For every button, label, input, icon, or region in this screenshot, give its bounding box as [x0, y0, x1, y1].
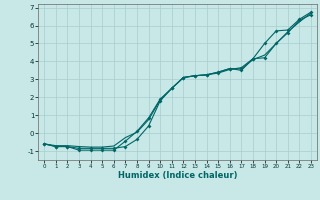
- X-axis label: Humidex (Indice chaleur): Humidex (Indice chaleur): [118, 171, 237, 180]
